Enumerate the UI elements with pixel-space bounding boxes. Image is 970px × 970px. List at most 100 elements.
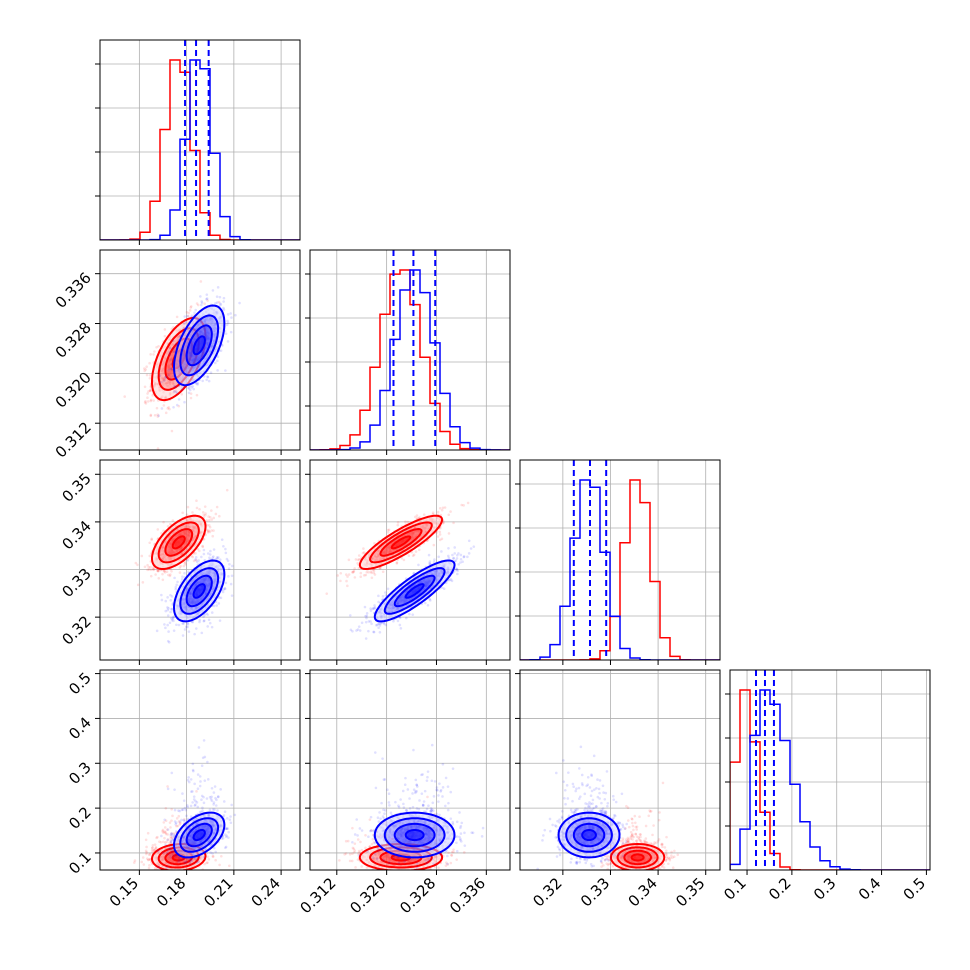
scatter-point (226, 319, 229, 323)
scatter-point (191, 511, 194, 514)
scatter-point (169, 599, 173, 602)
scatter-point (216, 355, 220, 359)
scatter-point (230, 316, 233, 319)
scatter-point (194, 556, 198, 559)
scatter-point (392, 619, 395, 623)
scatter-point (372, 571, 376, 575)
scatter-point (147, 565, 151, 569)
scatter-point (190, 314, 194, 317)
scatter-point (360, 621, 364, 625)
scatter-point (136, 583, 140, 587)
scatter-point (177, 384, 181, 388)
scatter-point (201, 545, 205, 549)
scatter-point (195, 393, 199, 397)
scatter-point (384, 591, 387, 594)
contour-level (185, 324, 213, 367)
scatter-point (175, 623, 178, 627)
scatter-point (218, 302, 222, 305)
scatter-point (181, 386, 184, 390)
scatter-point (218, 619, 222, 622)
scatter-point (224, 369, 227, 372)
scatter-point (148, 554, 152, 558)
scatter-point (168, 351, 171, 354)
scatter-point (207, 618, 211, 622)
scatter-point (145, 365, 148, 369)
scatter-point (146, 392, 149, 395)
scatter-point (212, 516, 216, 520)
scatter-point (195, 506, 199, 510)
scatter-point (151, 567, 155, 571)
scatter-point (216, 557, 219, 560)
scatter-point (363, 605, 367, 609)
scatter-point (205, 612, 208, 615)
scatter-point (357, 554, 361, 557)
contour-fill (152, 515, 206, 569)
scatter-point (186, 314, 189, 318)
scatter-point (170, 569, 173, 573)
scatter-point (226, 313, 230, 316)
scatter-point (183, 400, 186, 404)
scatter-point (218, 514, 221, 518)
scatter-point (414, 550, 418, 553)
scatter-point (180, 578, 184, 581)
scatter-point (170, 429, 174, 433)
scatter-point (453, 552, 457, 555)
scatter-point (217, 596, 221, 599)
scatter-point (169, 610, 172, 614)
scatter-point (149, 565, 152, 569)
scatter-point (438, 533, 442, 536)
scatter-point (160, 531, 163, 535)
scatter-point (347, 558, 351, 562)
scatter-point (160, 598, 164, 602)
scatter-point (206, 531, 210, 534)
scatter-point (348, 614, 352, 617)
scatter-point (155, 406, 159, 410)
scatter-point (455, 553, 459, 557)
scatter-point (182, 327, 185, 330)
scatter-point (222, 306, 225, 310)
contour-level (179, 314, 220, 377)
scatter-point (145, 373, 149, 377)
scatter-point (210, 509, 213, 512)
scatter-point (367, 570, 371, 574)
scatter-point (176, 580, 179, 584)
scatter-point (148, 389, 152, 393)
scatter-point (156, 447, 160, 450)
scatter-point (185, 310, 189, 314)
scatter-point (157, 345, 160, 348)
scatter-point (169, 573, 172, 576)
scatter-point (207, 518, 211, 522)
scatter-point (362, 547, 365, 550)
scatter-point (199, 280, 203, 283)
scatter-point (386, 531, 390, 534)
scatter-point (216, 369, 219, 372)
scatter-point (149, 399, 153, 403)
scatter-point (225, 488, 229, 492)
scatter-point (156, 568, 160, 572)
scatter-point (353, 567, 356, 570)
scatter-point (187, 630, 191, 633)
scatter-point (166, 596, 169, 599)
scatter-point (147, 568, 151, 571)
scatter-point (336, 574, 340, 577)
scatter-point (195, 499, 198, 503)
scatter-point (177, 404, 181, 408)
scatter-point (141, 581, 145, 584)
scatter-point (144, 368, 148, 371)
scatter-point (224, 551, 228, 555)
scatter-point (447, 513, 451, 517)
scatter-point (344, 573, 348, 576)
scatter-point (169, 367, 173, 371)
scatter-point (149, 414, 153, 418)
scatter-point (196, 383, 199, 386)
scatter-point (186, 558, 190, 562)
scatter-point (218, 295, 222, 299)
scatter-point (165, 570, 169, 573)
scatter-point (167, 630, 170, 633)
scatter-point (157, 414, 161, 417)
scatter-point (150, 537, 154, 541)
scatter-point (351, 570, 354, 574)
scatter-point (225, 557, 229, 561)
scatter-point (417, 548, 421, 552)
scatter-point (156, 569, 160, 573)
